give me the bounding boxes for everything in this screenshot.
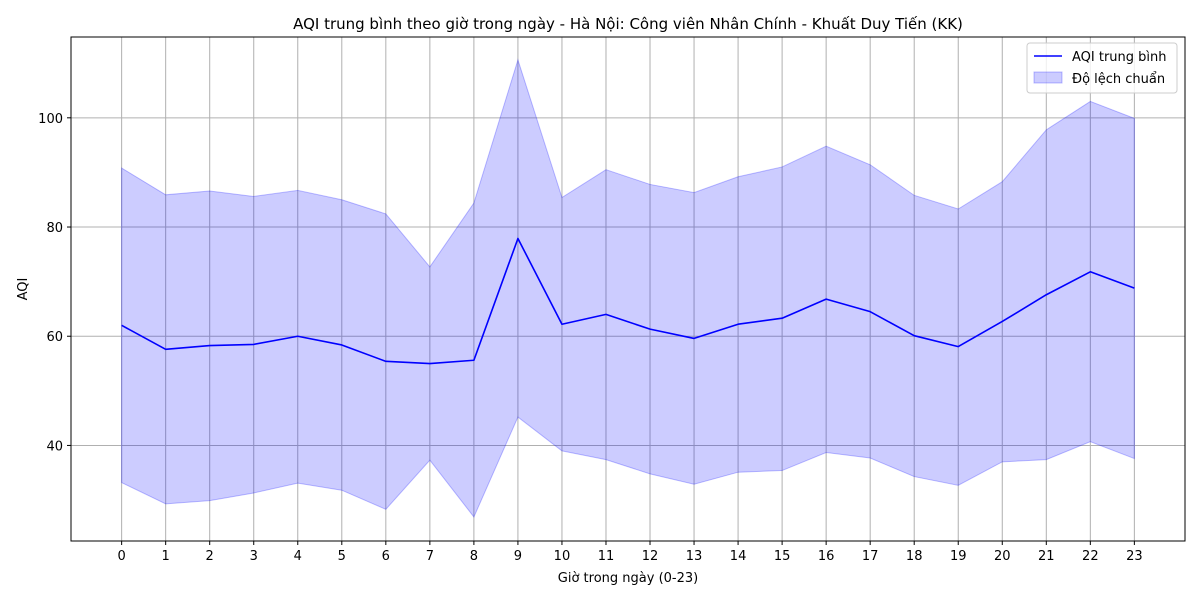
y-axis-ticks: 40 60 80 100 [38,112,71,454]
y-tick-label: 100 [38,112,63,127]
x-tick-label: 20 [994,549,1011,564]
x-tick-label: 17 [862,549,879,564]
x-tick-label: 7 [426,549,434,564]
x-tick-label: 10 [554,549,571,564]
x-tick-label: 12 [642,549,659,564]
chart-title: AQI trung bình theo giờ trong ngày - Hà … [293,15,963,33]
std-band [121,58,1135,518]
plot-frame [70,36,1186,542]
x-tick-label: 15 [774,549,791,564]
x-tick-label: 1 [162,549,170,564]
y-tick-label: 60 [46,330,63,345]
x-tick-label: 9 [514,549,522,564]
legend-label-band: Độ lệch chuẩn [1072,72,1165,87]
legend: AQI trung bình Độ lệch chuẩn [1026,42,1178,94]
x-tick-label: 14 [730,549,747,564]
x-tick-label: 13 [686,549,703,564]
x-tick-label: 3 [250,549,258,564]
legend-box [1026,42,1178,94]
grid [71,37,1185,541]
legend-swatch-band [1033,71,1063,84]
x-tick-label: 11 [598,549,615,564]
x-tick-label: 2 [206,549,214,564]
mean-aqi-line [121,237,1135,365]
mean-line-layer [121,237,1135,365]
x-tick-label: 16 [818,549,835,564]
x-axis-label: Giờ trong ngày (0-23) [558,571,698,586]
x-tick-label: 6 [382,549,390,564]
x-tick-label: 22 [1082,549,1099,564]
x-tick-label: 8 [470,549,478,564]
std-band-layer [121,58,1135,518]
x-tick-label: 23 [1126,549,1143,564]
x-tick-label: 4 [294,549,302,564]
x-tick-label: 5 [338,549,346,564]
x-tick-label: 21 [1038,549,1055,564]
x-tick-label: 18 [906,549,923,564]
x-axis-ticks: 0 1 2 3 4 5 6 7 8 9 10 11 12 13 14 15 16 17 18 19 20 21 22 23 [117,541,1143,564]
x-tick-label: 0 [117,549,125,564]
legend-label-mean: AQI trung bình [1072,50,1167,65]
y-tick-label: 40 [46,439,63,454]
x-tick-label: 19 [950,549,967,564]
y-axis-label: AQI [16,278,31,301]
y-tick-label: 80 [46,221,63,236]
